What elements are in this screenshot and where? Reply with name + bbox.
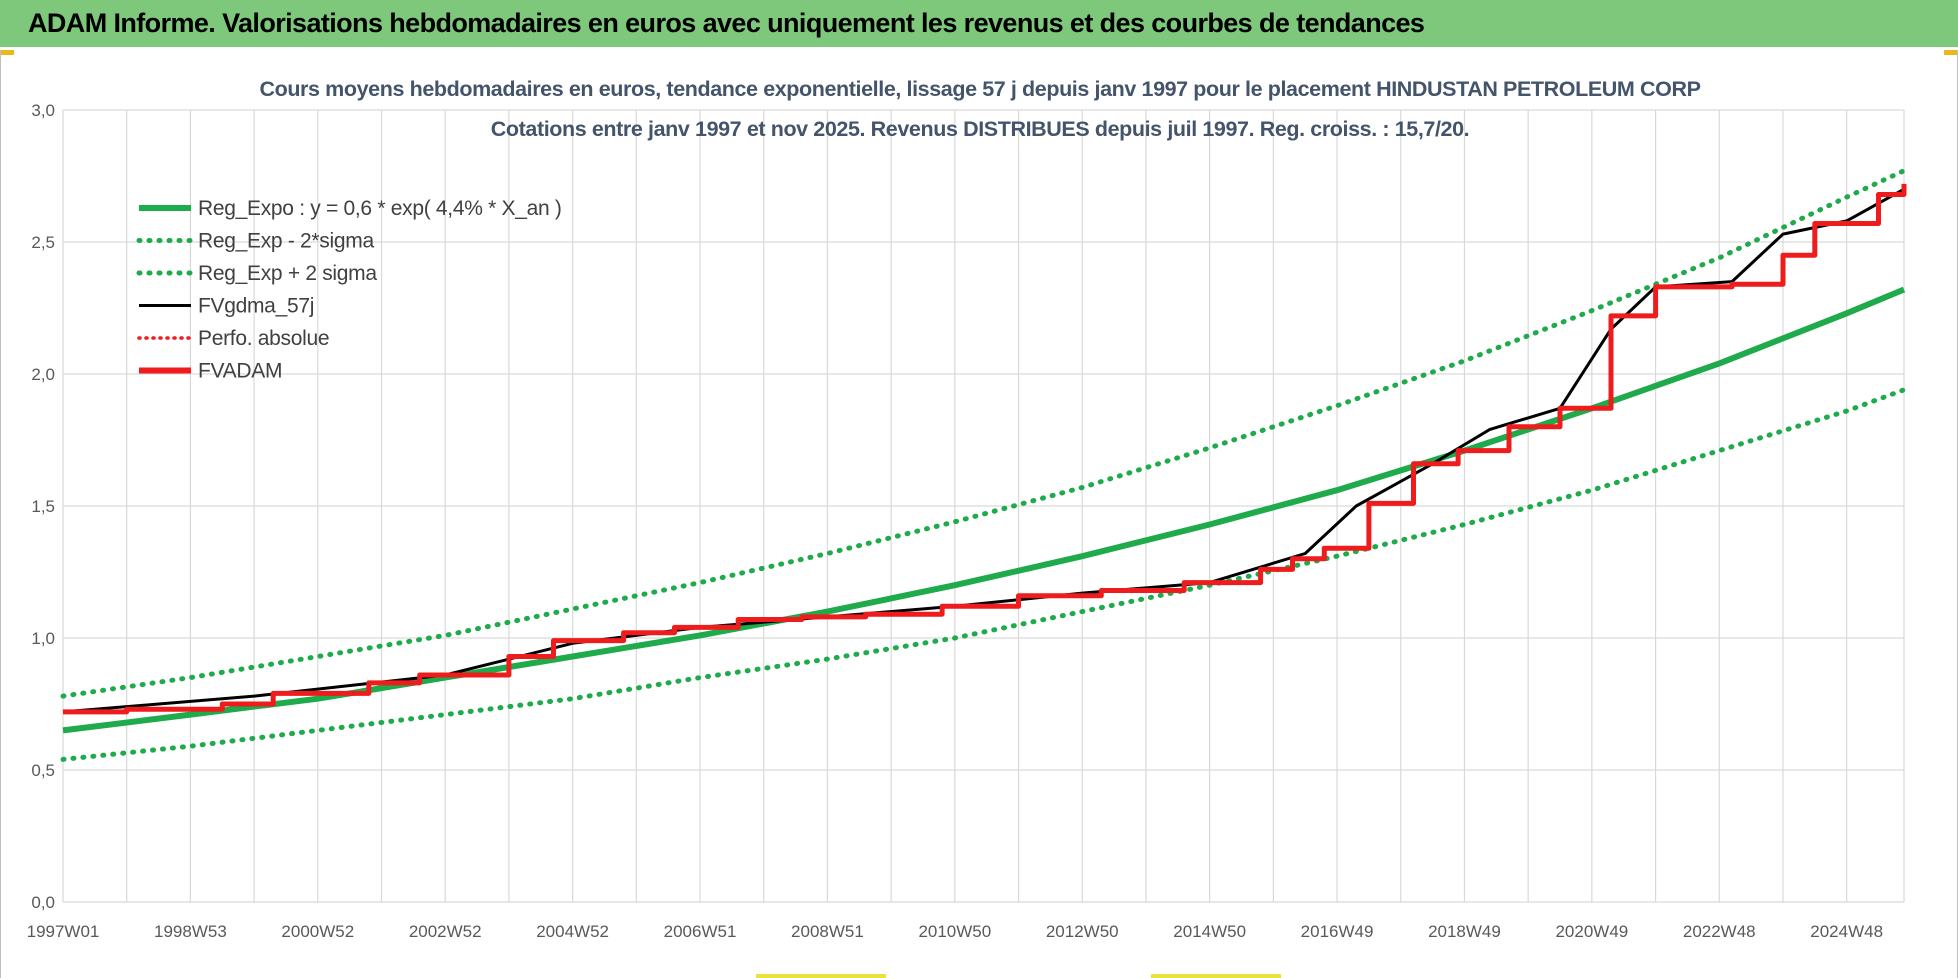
x-tick-label: 2022W48	[1683, 922, 1756, 941]
x-tick-label: 2018W49	[1428, 922, 1501, 941]
x-tick-label: 2008W51	[791, 922, 864, 941]
x-tick-label: 2010W50	[918, 922, 991, 941]
legend-label: FVgdma_57j	[198, 295, 314, 318]
corner-marker-right	[1944, 50, 1958, 55]
x-tick-label: 2000W52	[281, 922, 354, 941]
page-title: ADAM Informe. Valorisations hebdomadaire…	[28, 8, 1425, 38]
legend-label: Perfo. absolue	[198, 327, 329, 350]
x-tick-label: 2004W52	[536, 922, 609, 941]
y-tick-label: 1,0	[31, 629, 55, 648]
x-tick-label: 2014W50	[1173, 922, 1246, 941]
y-tick-label: 2,0	[31, 365, 55, 384]
x-tick-label: 2016W49	[1301, 922, 1374, 941]
series-reg-expo	[62, 286, 1906, 734]
y-tick-label: 0,5	[31, 761, 55, 780]
series-reg-exp-minus-2sigma	[60, 387, 1907, 762]
series-reg-exp-plus-2sigma	[60, 168, 1907, 699]
bottom-marker	[1151, 974, 1281, 978]
chart-svg: 0,0 0,5 1,0 1,5 2,0 2,5 3,0 1997W01 1998W53 2000W…	[27, 77, 1907, 941]
chart-title-line-2: Cotations entre janv 1997 et nov 2025. R…	[491, 117, 1469, 141]
bottom-marker	[756, 974, 886, 978]
x-tick-label: 1997W01	[27, 922, 100, 941]
y-tick-label: 2,5	[31, 233, 55, 252]
x-tick-label: 2020W49	[1555, 922, 1628, 941]
x-tick-label: 2012W50	[1046, 922, 1119, 941]
series-fvadam	[63, 183, 1907, 715]
x-tick-label: 2002W52	[409, 922, 482, 941]
y-tick-label: 1,5	[31, 497, 55, 516]
chart-title-line-1: Cours moyens hebdomadaires en euros, ten…	[259, 77, 1700, 101]
legend-label: FVADAM	[198, 360, 282, 383]
legend-label: Reg_Expo : y = 0,6 * exp( 4,4% * X_an )	[198, 197, 562, 220]
y-tick-label: 0,0	[31, 893, 55, 912]
grid-layer	[62, 109, 1905, 903]
x-tick-label: 1998W53	[154, 922, 227, 941]
y-tick-label: 3,0	[31, 101, 55, 120]
series-layer	[60, 168, 1907, 762]
corner-marker-left	[0, 50, 14, 55]
legend: Reg_Expo : y = 0,6 * exp( 4,4% * X_an ) R…	[136, 197, 562, 383]
header-bar: ADAM Informe. Valorisations hebdomadaire…	[0, 0, 1958, 50]
x-tick-label: 2024W48	[1810, 922, 1883, 941]
axis-layer: 0,0 0,5 1,0 1,5 2,0 2,5 3,0 1997W01 1998W53 2000W…	[27, 101, 1883, 941]
x-tick-label: 2006W51	[664, 922, 737, 941]
legend-label: Reg_Exp + 2 sigma	[198, 262, 377, 285]
chart-frame: 0,0 0,5 1,0 1,5 2,0 2,5 3,0 1997W01 1998W53 2000W…	[0, 50, 1958, 978]
legend-label: Reg_Exp - 2*sigma	[198, 230, 374, 253]
